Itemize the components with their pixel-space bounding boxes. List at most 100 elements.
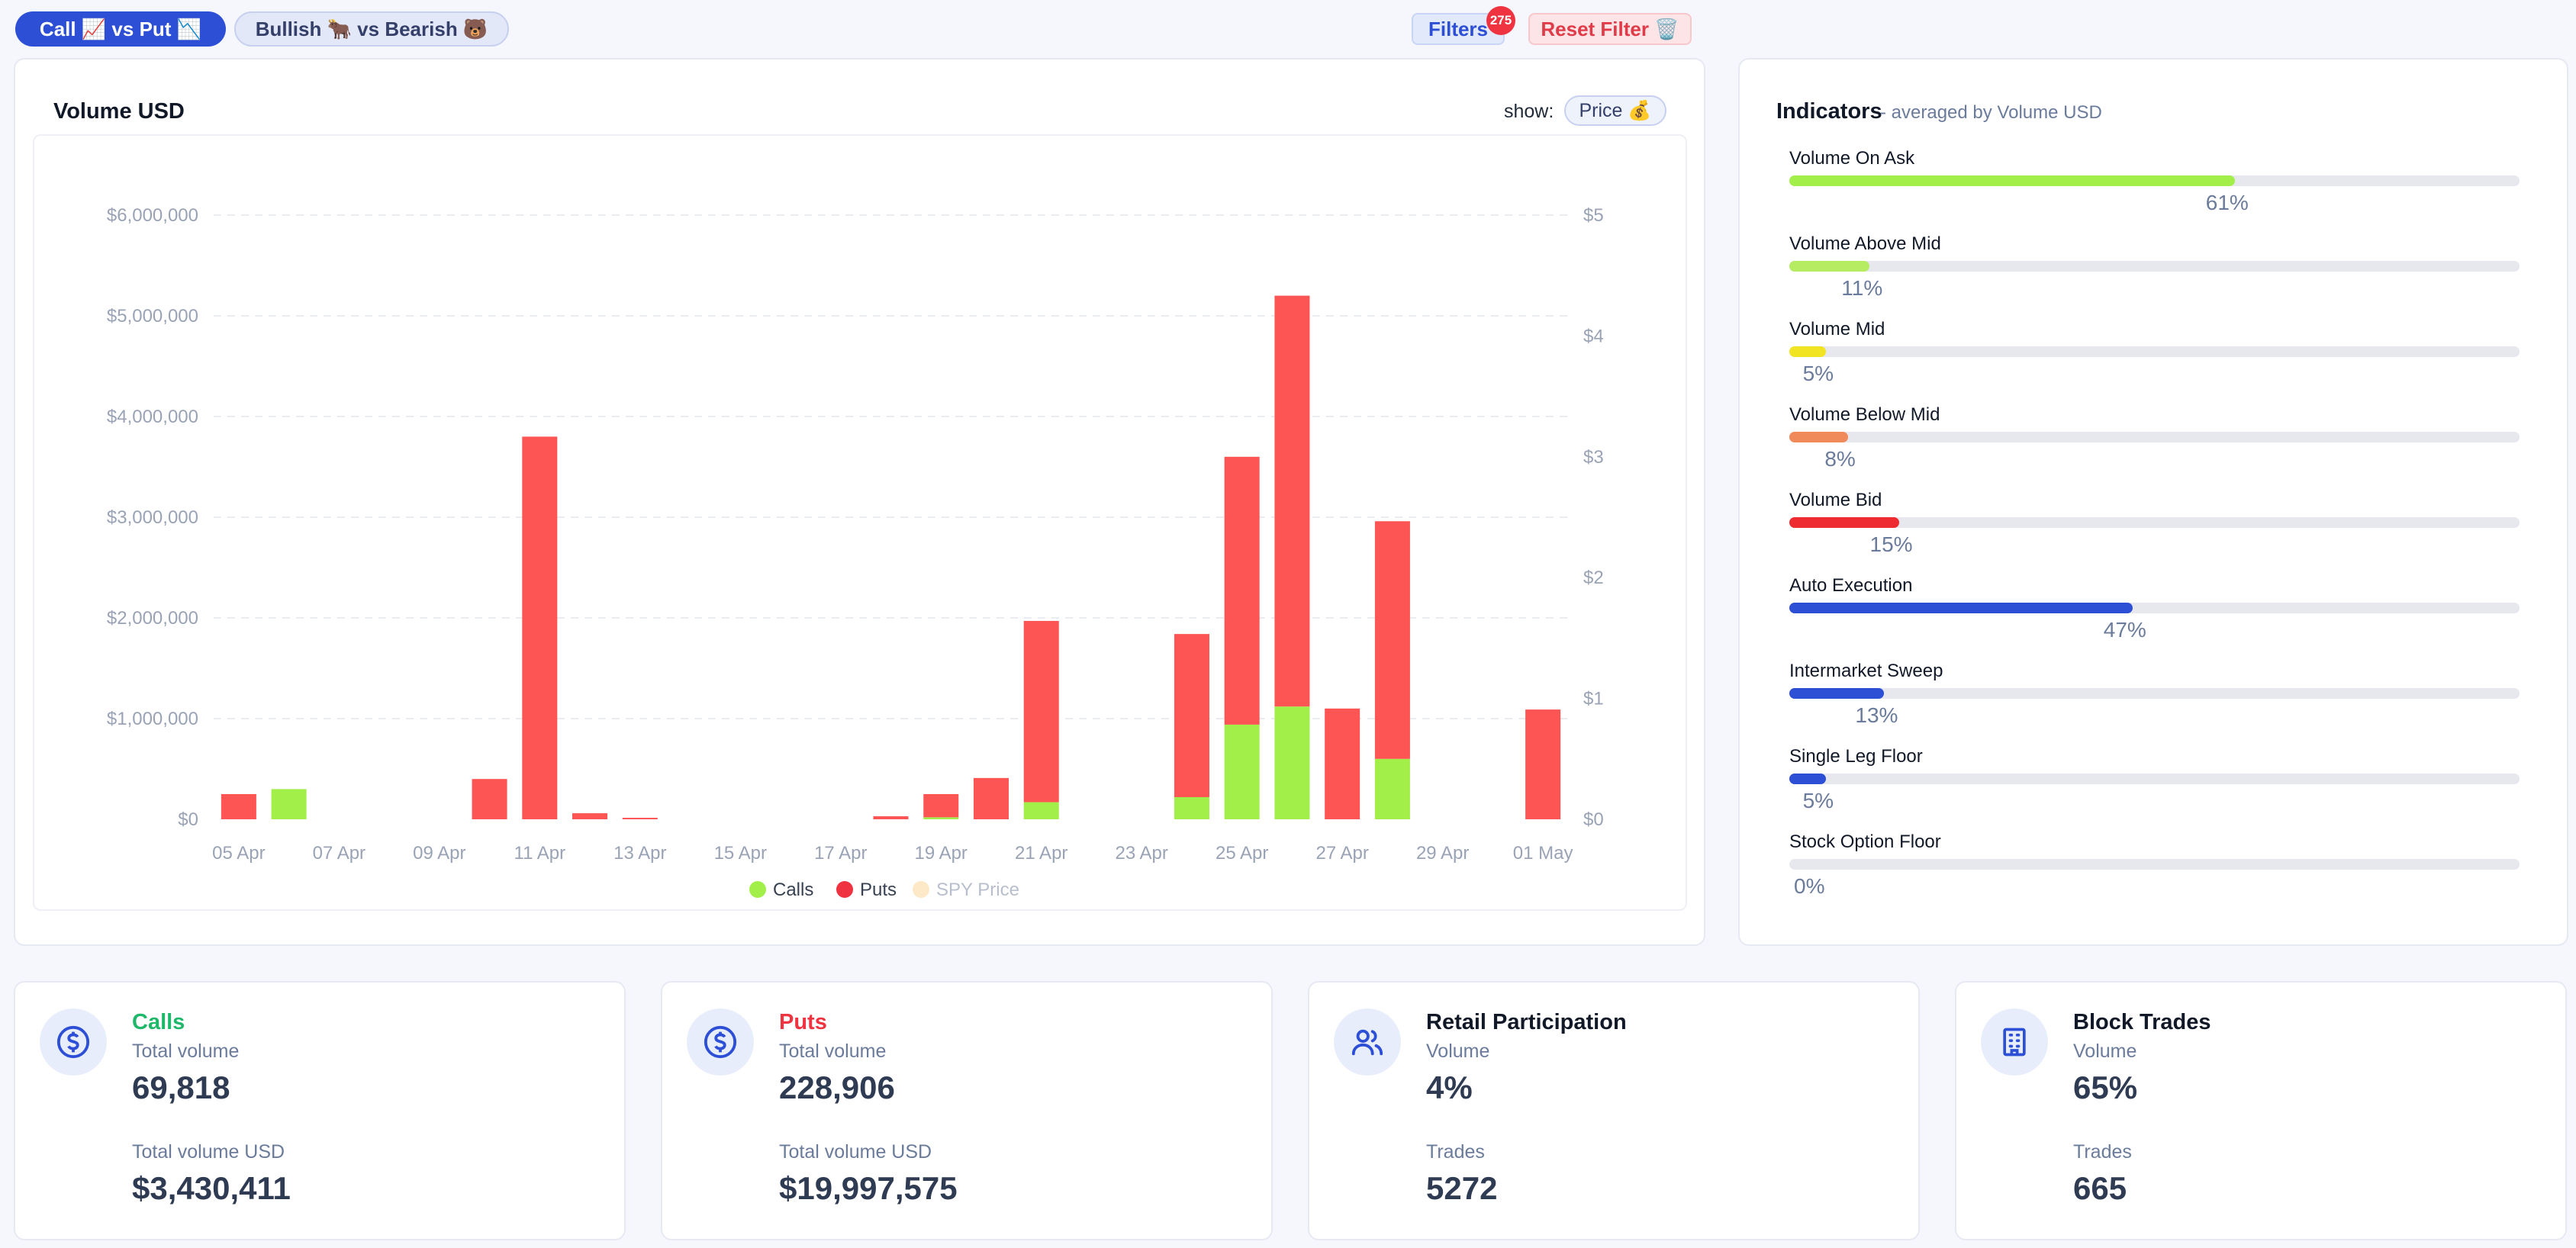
calls-bar: [1374, 758, 1410, 819]
indicator-fill: [1789, 517, 1899, 528]
indicator-percent: 13%: [1855, 703, 1898, 727]
legend-marker: [913, 881, 929, 898]
show-price-toggle[interactable]: Price 💰: [1564, 95, 1666, 126]
stat-value: 665: [2073, 1170, 2127, 1206]
puts-bar: [472, 779, 507, 819]
y-axis-tick-label: $0: [178, 809, 198, 830]
stat-label: Volume: [2073, 1041, 2137, 1062]
indicator-percent: 11%: [1841, 276, 1883, 300]
indicator-fill: [1789, 432, 1848, 442]
call-vs-put-toggle[interactable]: Call 📈 vs Put 📉: [15, 11, 226, 47]
indicator-row: Volume Above Mid 11%: [1789, 233, 2520, 319]
indicator-row: Volume Mid 5%: [1789, 319, 2520, 404]
stat-title: Puts: [779, 1010, 827, 1034]
calls-bar: [1023, 802, 1059, 819]
puts-bar: [1325, 708, 1360, 819]
stat-label: Total volume: [779, 1041, 887, 1062]
indicator-fill: [1789, 261, 1870, 272]
indicator-percent: 5%: [1802, 789, 1834, 812]
stat-label: Trades: [1426, 1141, 1485, 1163]
indicator-row: Auto Execution 47%: [1789, 575, 2520, 661]
x-axis-tick-label: 09 Apr: [413, 843, 465, 864]
indicators-card: Indicators: [1738, 58, 2568, 946]
indicator-track: [1789, 432, 2520, 442]
puts-bar: [622, 818, 658, 820]
y-axis-tick-label: $5,000,000: [107, 306, 198, 326]
indicator-fill: [1789, 774, 1826, 784]
indicator-track: [1789, 859, 2520, 870]
reset-filter-button[interactable]: Reset Filter 🗑️: [1528, 13, 1692, 45]
indicators-subtitle: - averaged by Volume USD: [1880, 102, 2102, 123]
stat-title: Retail Participation: [1426, 1010, 1627, 1034]
indicator-track: [1789, 517, 2520, 528]
indicator-percent: 15%: [1869, 532, 1913, 556]
indicator-percent: 61%: [2205, 191, 2249, 214]
block-trades-card: Block Trades Volume 65% Trades 665: [1955, 981, 2567, 1240]
dollar-icon: [687, 1008, 754, 1076]
stat-label: Trades: [2073, 1141, 2132, 1163]
puts-bar: [1525, 709, 1561, 819]
stat-label: Total volume: [132, 1041, 240, 1062]
indicator-fill: [1789, 346, 1826, 357]
puts-bar: [873, 816, 909, 819]
filters-count-badge: 275: [1486, 6, 1515, 35]
puts-bar: [1374, 521, 1410, 759]
legend-label: SPY Price: [936, 880, 1019, 900]
bullish-vs-bearish-toggle[interactable]: Bullish 🐂 vs Bearish 🐻: [234, 11, 509, 47]
puts-bar: [1224, 456, 1260, 725]
indicator-fill: [1789, 688, 1885, 699]
stat-value: 65%: [2073, 1069, 2138, 1105]
stat-value: 4%: [1426, 1069, 1473, 1105]
calls-stat-card: Calls Total volume 69,818 Total volume U…: [14, 981, 626, 1240]
puts-stat-card: Puts Total volume 228,906 Total volume U…: [661, 981, 1273, 1240]
indicator-label: Intermarket Sweep: [1789, 661, 1943, 681]
indicator-label: Volume On Ask: [1789, 148, 1915, 169]
indicator-row: Stock Option Floor 0%: [1789, 831, 2520, 917]
calls-bar: [923, 817, 959, 819]
dollar-icon: [40, 1008, 107, 1076]
indicator-label: Single Leg Floor: [1789, 746, 1923, 767]
indicator-label: Stock Option Floor: [1789, 831, 1941, 852]
building-icon: [1981, 1008, 2048, 1076]
indicator-track: [1789, 774, 2520, 784]
x-axis-tick-label: 23 Apr: [1116, 843, 1168, 864]
chart-title: Volume USD: [53, 99, 185, 124]
stat-label: Total volume USD: [132, 1141, 285, 1163]
legend-label: Puts: [860, 880, 897, 900]
stat-value: 69,818: [132, 1069, 230, 1105]
show-label: show:: [1504, 101, 1554, 122]
stat-title: Calls: [132, 1010, 185, 1034]
right-axis-tick-label: $1: [1583, 689, 1604, 709]
x-axis-tick-label: 17 Apr: [814, 843, 867, 864]
indicator-row: Volume Below Mid 8%: [1789, 404, 2520, 490]
indicator-label: Auto Execution: [1789, 575, 1913, 596]
y-axis-tick-label: $3,000,000: [107, 507, 198, 528]
toolbar: Call 📈 vs Put 📉 Bullish 🐂 vs Bearish 🐻 F…: [0, 0, 2576, 58]
puts-bar: [1174, 634, 1209, 797]
chart-area: $0 $1,000,000 $2,000,000 $3,000,000 $4,000,0…: [33, 134, 1687, 911]
y-axis-tick-label: $4,000,000: [107, 407, 198, 427]
x-axis-tick-label: 21 Apr: [1015, 843, 1067, 864]
puts-bar: [1274, 295, 1310, 707]
legend-marker: [836, 881, 853, 898]
indicator-label: Volume Above Mid: [1789, 233, 1941, 254]
stat-value: $19,997,575: [779, 1170, 958, 1206]
indicator-row: Single Leg Floor 5%: [1789, 746, 2520, 831]
indicator-label: Volume Bid: [1789, 490, 1882, 510]
indicator-label: Volume Below Mid: [1789, 404, 1940, 425]
indicators-title: Indicators: [1776, 99, 1882, 124]
indicator-track: [1789, 688, 2520, 699]
users-icon: [1334, 1008, 1401, 1076]
right-axis-tick-label: $3: [1583, 447, 1604, 468]
y-axis-tick-label: $1,000,000: [107, 709, 198, 729]
indicator-fill: [1789, 603, 2133, 613]
right-axis-tick-label: $0: [1583, 809, 1604, 830]
indicator-row: Intermarket Sweep 13%: [1789, 661, 2520, 746]
calls-bar: [1224, 724, 1260, 819]
x-axis-tick-label: 05 Apr: [212, 843, 265, 864]
indicator-track: [1789, 346, 2520, 357]
x-axis-tick-label: 25 Apr: [1216, 843, 1268, 864]
stat-label: Volume: [1426, 1041, 1490, 1062]
calls-bar: [271, 789, 307, 819]
puts-bar: [572, 813, 608, 819]
